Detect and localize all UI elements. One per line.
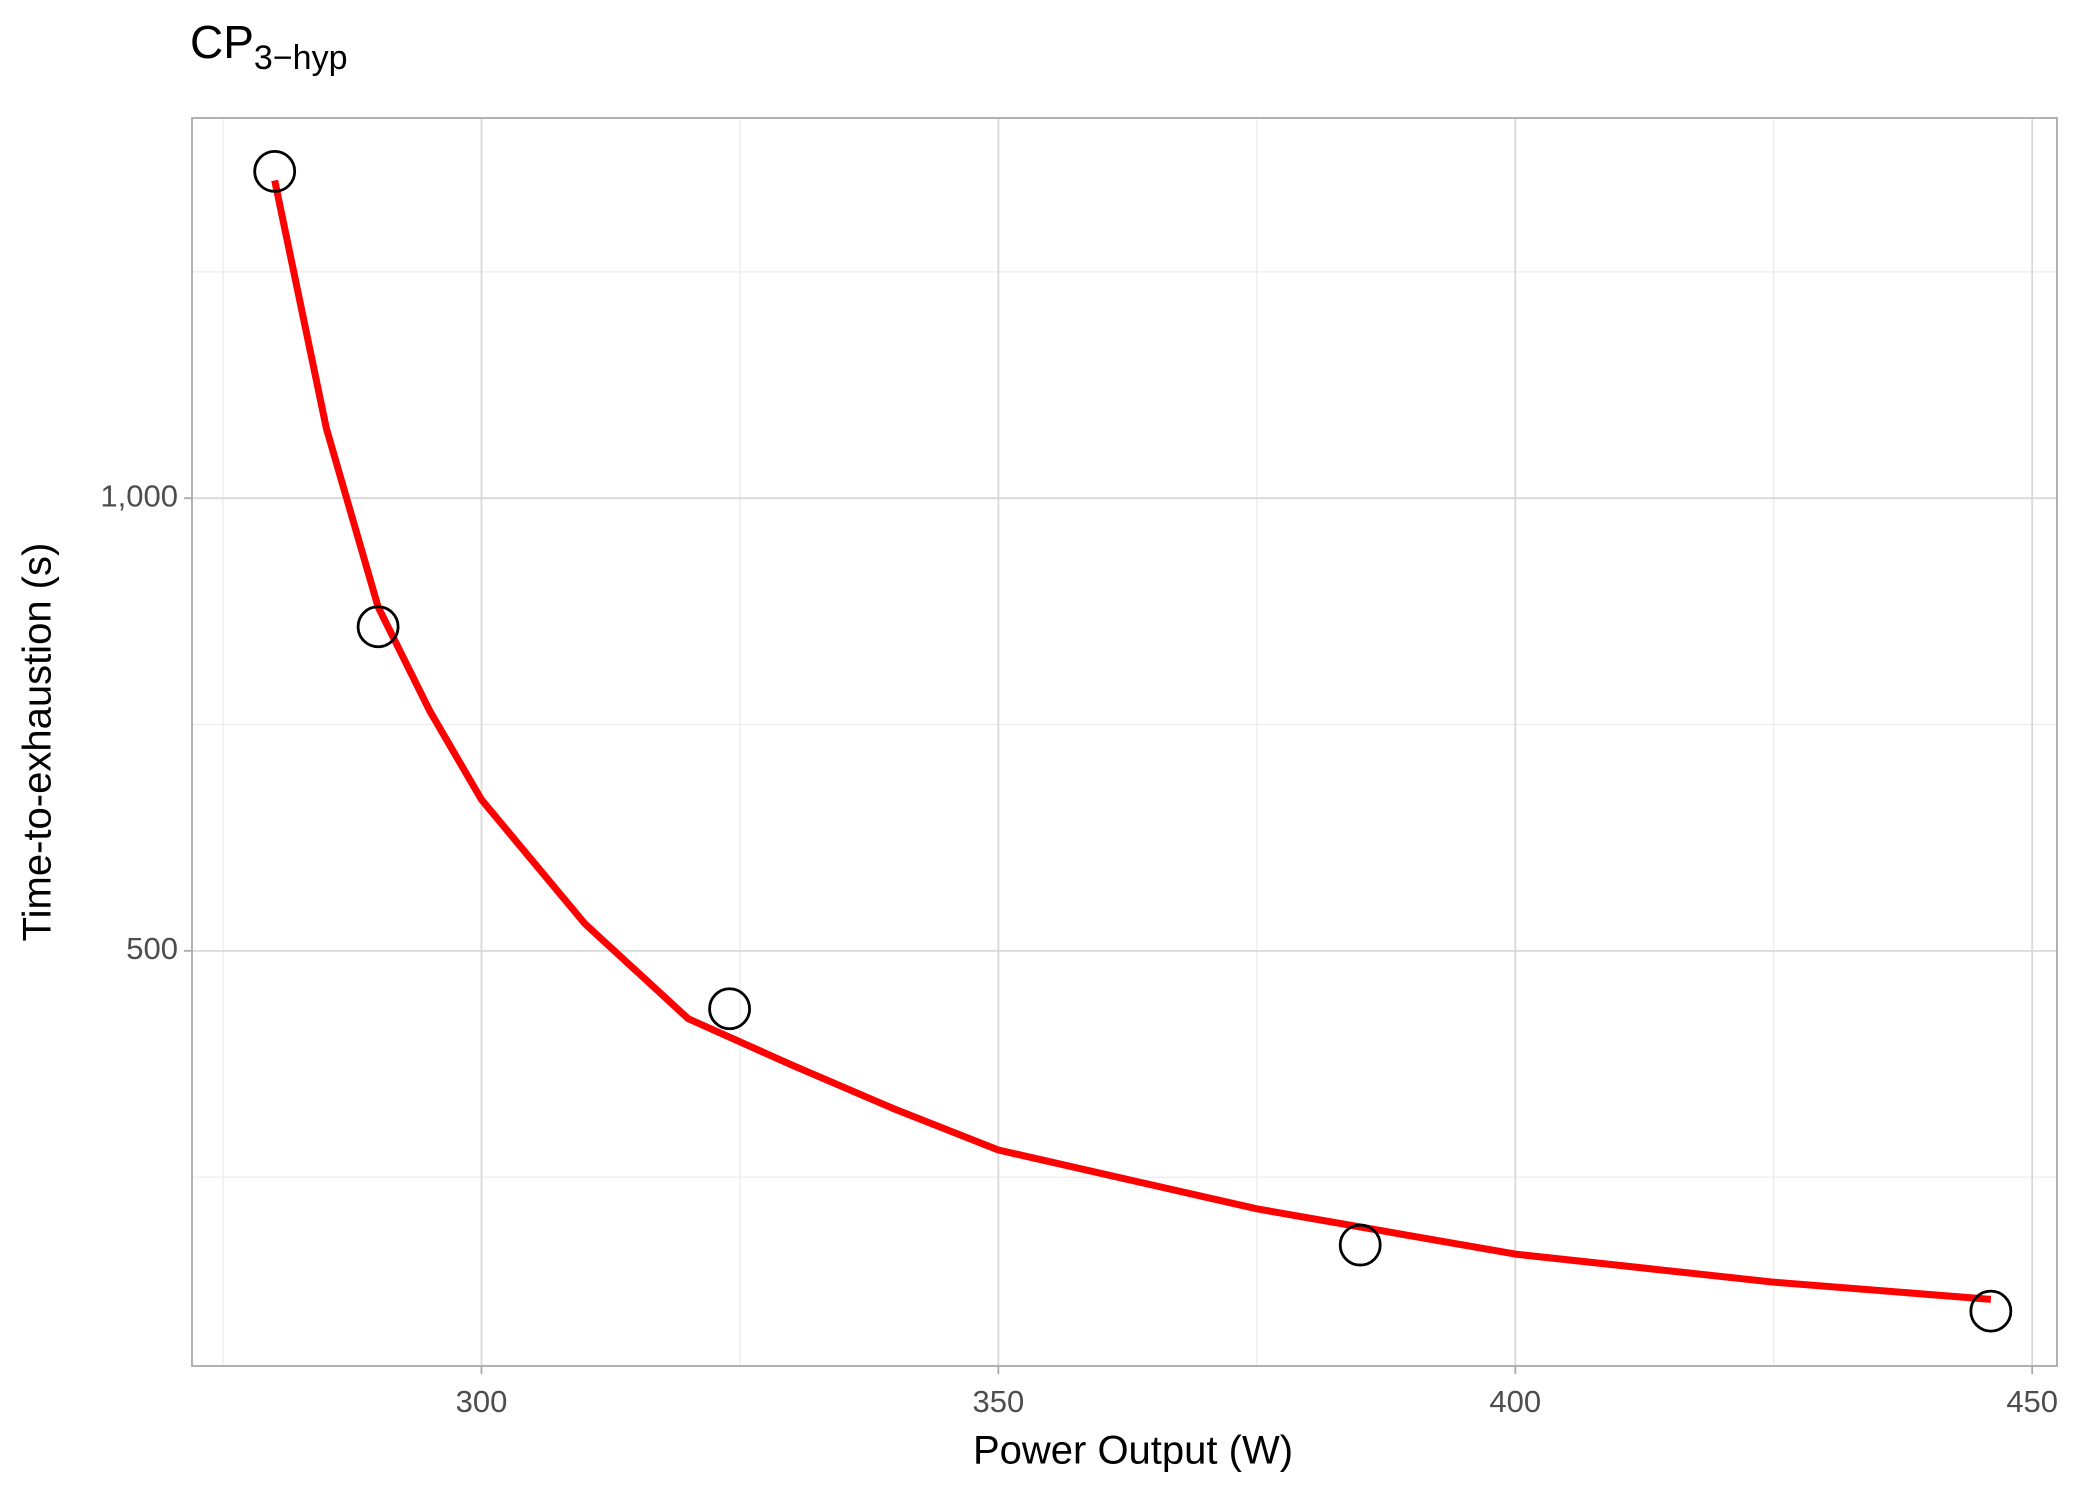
y-tick-label: 1,000 <box>100 478 178 513</box>
data-point <box>1338 1223 1382 1267</box>
x-tick-label: 300 <box>456 1384 508 1419</box>
x-tick-label: 350 <box>973 1384 1025 1419</box>
chart-title: CP3−hyp <box>190 16 348 77</box>
y-axis-title: Time-to-exhaustion (s) <box>16 543 60 942</box>
data-point <box>1969 1289 2013 1333</box>
fit-line <box>271 179 1992 1303</box>
data-point <box>708 987 751 1031</box>
x-tick-label: 450 <box>2006 1384 2058 1419</box>
x-axis-title: Power Output (W) <box>973 1429 1293 1473</box>
title-main: CP <box>190 16 254 68</box>
x-tick-label: 400 <box>1489 1384 1541 1419</box>
data-point <box>356 605 400 649</box>
title-subscript: 3−hyp <box>254 39 348 77</box>
panel-border <box>191 117 2058 1367</box>
data-point <box>253 150 297 193</box>
y-tick-label: 500 <box>126 931 178 966</box>
